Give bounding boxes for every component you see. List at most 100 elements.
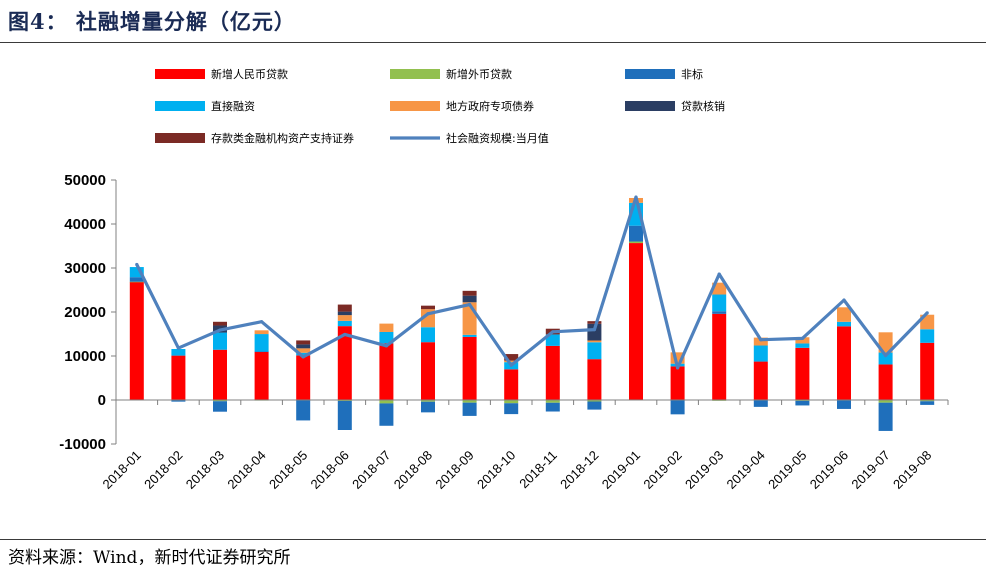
bar-segment — [379, 343, 394, 400]
line-point — [218, 328, 222, 332]
line-point — [426, 312, 430, 316]
bar-segment — [254, 351, 269, 353]
bottom-divider — [0, 539, 986, 540]
x-tick-label: 2019-07 — [848, 448, 892, 492]
x-tick-label: 2018-03 — [183, 448, 227, 492]
bar-segment — [545, 400, 560, 403]
bar-segment — [753, 400, 768, 407]
y-tick-label: -10000 — [59, 436, 106, 453]
bar-segment — [129, 277, 144, 282]
bar-segment — [587, 400, 602, 402]
bar-segment — [712, 313, 727, 400]
bar-segment — [462, 295, 477, 303]
line-point — [551, 330, 555, 334]
x-tick-label: 2018-10 — [474, 448, 518, 492]
x-tick-label: 2018-04 — [224, 448, 268, 492]
y-tick-label: 0 — [98, 392, 106, 409]
y-tick-label: 10000 — [64, 348, 106, 365]
bar-segment — [337, 320, 352, 327]
y-tick-label: 30000 — [64, 260, 106, 277]
x-tick-label: 2018-11 — [516, 448, 560, 492]
bar-segment — [878, 402, 893, 431]
x-tick-label: 2018-07 — [349, 448, 393, 492]
bar-segment — [462, 402, 477, 416]
bar-segment — [587, 401, 602, 410]
bar-segment — [337, 311, 352, 316]
bar-segment — [337, 304, 352, 312]
bar-segment — [129, 281, 144, 400]
legend-swatch — [390, 69, 440, 79]
bar-segment — [712, 294, 727, 312]
source-note: 资料来源：Wind，新时代证券研究所 — [8, 548, 291, 568]
legend-swatch — [390, 101, 440, 111]
bar-segment — [629, 225, 643, 242]
bar-segment — [504, 403, 519, 415]
bar-segment — [421, 305, 435, 310]
bar-segment — [421, 327, 435, 343]
top-divider — [0, 42, 986, 43]
bar-segment — [171, 355, 186, 400]
bar-segment — [421, 401, 435, 413]
bar-segment — [629, 241, 643, 244]
x-tick-label: 2019-08 — [890, 448, 934, 492]
bar-segment — [587, 342, 602, 360]
bar-segment — [421, 342, 435, 400]
bar-segment — [878, 400, 893, 403]
bar-segment — [379, 403, 394, 426]
bar-segment — [920, 401, 935, 405]
x-tick-label: 2019-03 — [682, 448, 726, 492]
line-point — [800, 336, 805, 340]
legend-label: 地方政府专项债券 — [446, 99, 534, 113]
x-tick-label: 2019-02 — [640, 448, 684, 492]
legend-label: 存款类金融机构资产支持证券 — [211, 131, 354, 145]
x-tick-label: 2019-04 — [724, 448, 768, 492]
legend-label: 非标 — [681, 67, 703, 81]
x-tick-label: 2018-01 — [100, 448, 144, 492]
bar-segment — [753, 345, 768, 362]
bar-segment — [670, 366, 685, 400]
x-tick-label: 2018-06 — [308, 448, 352, 492]
plot-area: -10000010000200003000040000500002018-012… — [59, 172, 949, 492]
bar-segment — [129, 281, 144, 283]
legend-label: 社会融资规模:当月值 — [446, 131, 549, 145]
bar-segment — [837, 326, 851, 400]
bar-segment — [629, 243, 643, 400]
bar-segment — [337, 400, 352, 430]
bar-segment — [795, 347, 810, 400]
bar-segment — [462, 290, 477, 296]
bar-segment — [296, 348, 311, 353]
line-point — [176, 346, 180, 350]
bar-segment — [587, 359, 602, 400]
legend-label: 新增人民币贷款 — [211, 67, 288, 81]
bar-segment — [296, 340, 311, 345]
bar-segment — [878, 352, 893, 365]
y-tick-label: 20000 — [64, 304, 106, 321]
bar-segment — [379, 323, 394, 332]
legend-swatch — [625, 69, 675, 79]
bar-segment — [379, 400, 394, 404]
line-point — [468, 302, 472, 307]
bar-segment — [213, 321, 227, 326]
legend-swatch — [155, 133, 205, 143]
bar-segment — [171, 349, 186, 356]
line-point — [260, 320, 264, 324]
bar-segment — [587, 323, 602, 341]
legend-swatch — [155, 69, 205, 79]
x-tick-label: 2018-08 — [391, 448, 435, 492]
bar-segment — [670, 352, 685, 364]
legend-swatch — [155, 101, 205, 111]
bar-segment — [587, 321, 602, 324]
line-point — [343, 332, 347, 337]
bar-segment — [171, 400, 186, 402]
bar-segment — [254, 351, 269, 400]
bar-segment — [213, 332, 227, 350]
line-point — [884, 353, 888, 358]
line-point — [135, 262, 139, 267]
bar-segment — [795, 337, 810, 344]
line-point — [592, 328, 597, 332]
figure-title: 图4： 社融增量分解（亿元） — [8, 9, 296, 34]
bar-segment — [296, 400, 311, 421]
legend-label: 贷款核销 — [681, 99, 725, 113]
bar-segment — [504, 354, 519, 361]
